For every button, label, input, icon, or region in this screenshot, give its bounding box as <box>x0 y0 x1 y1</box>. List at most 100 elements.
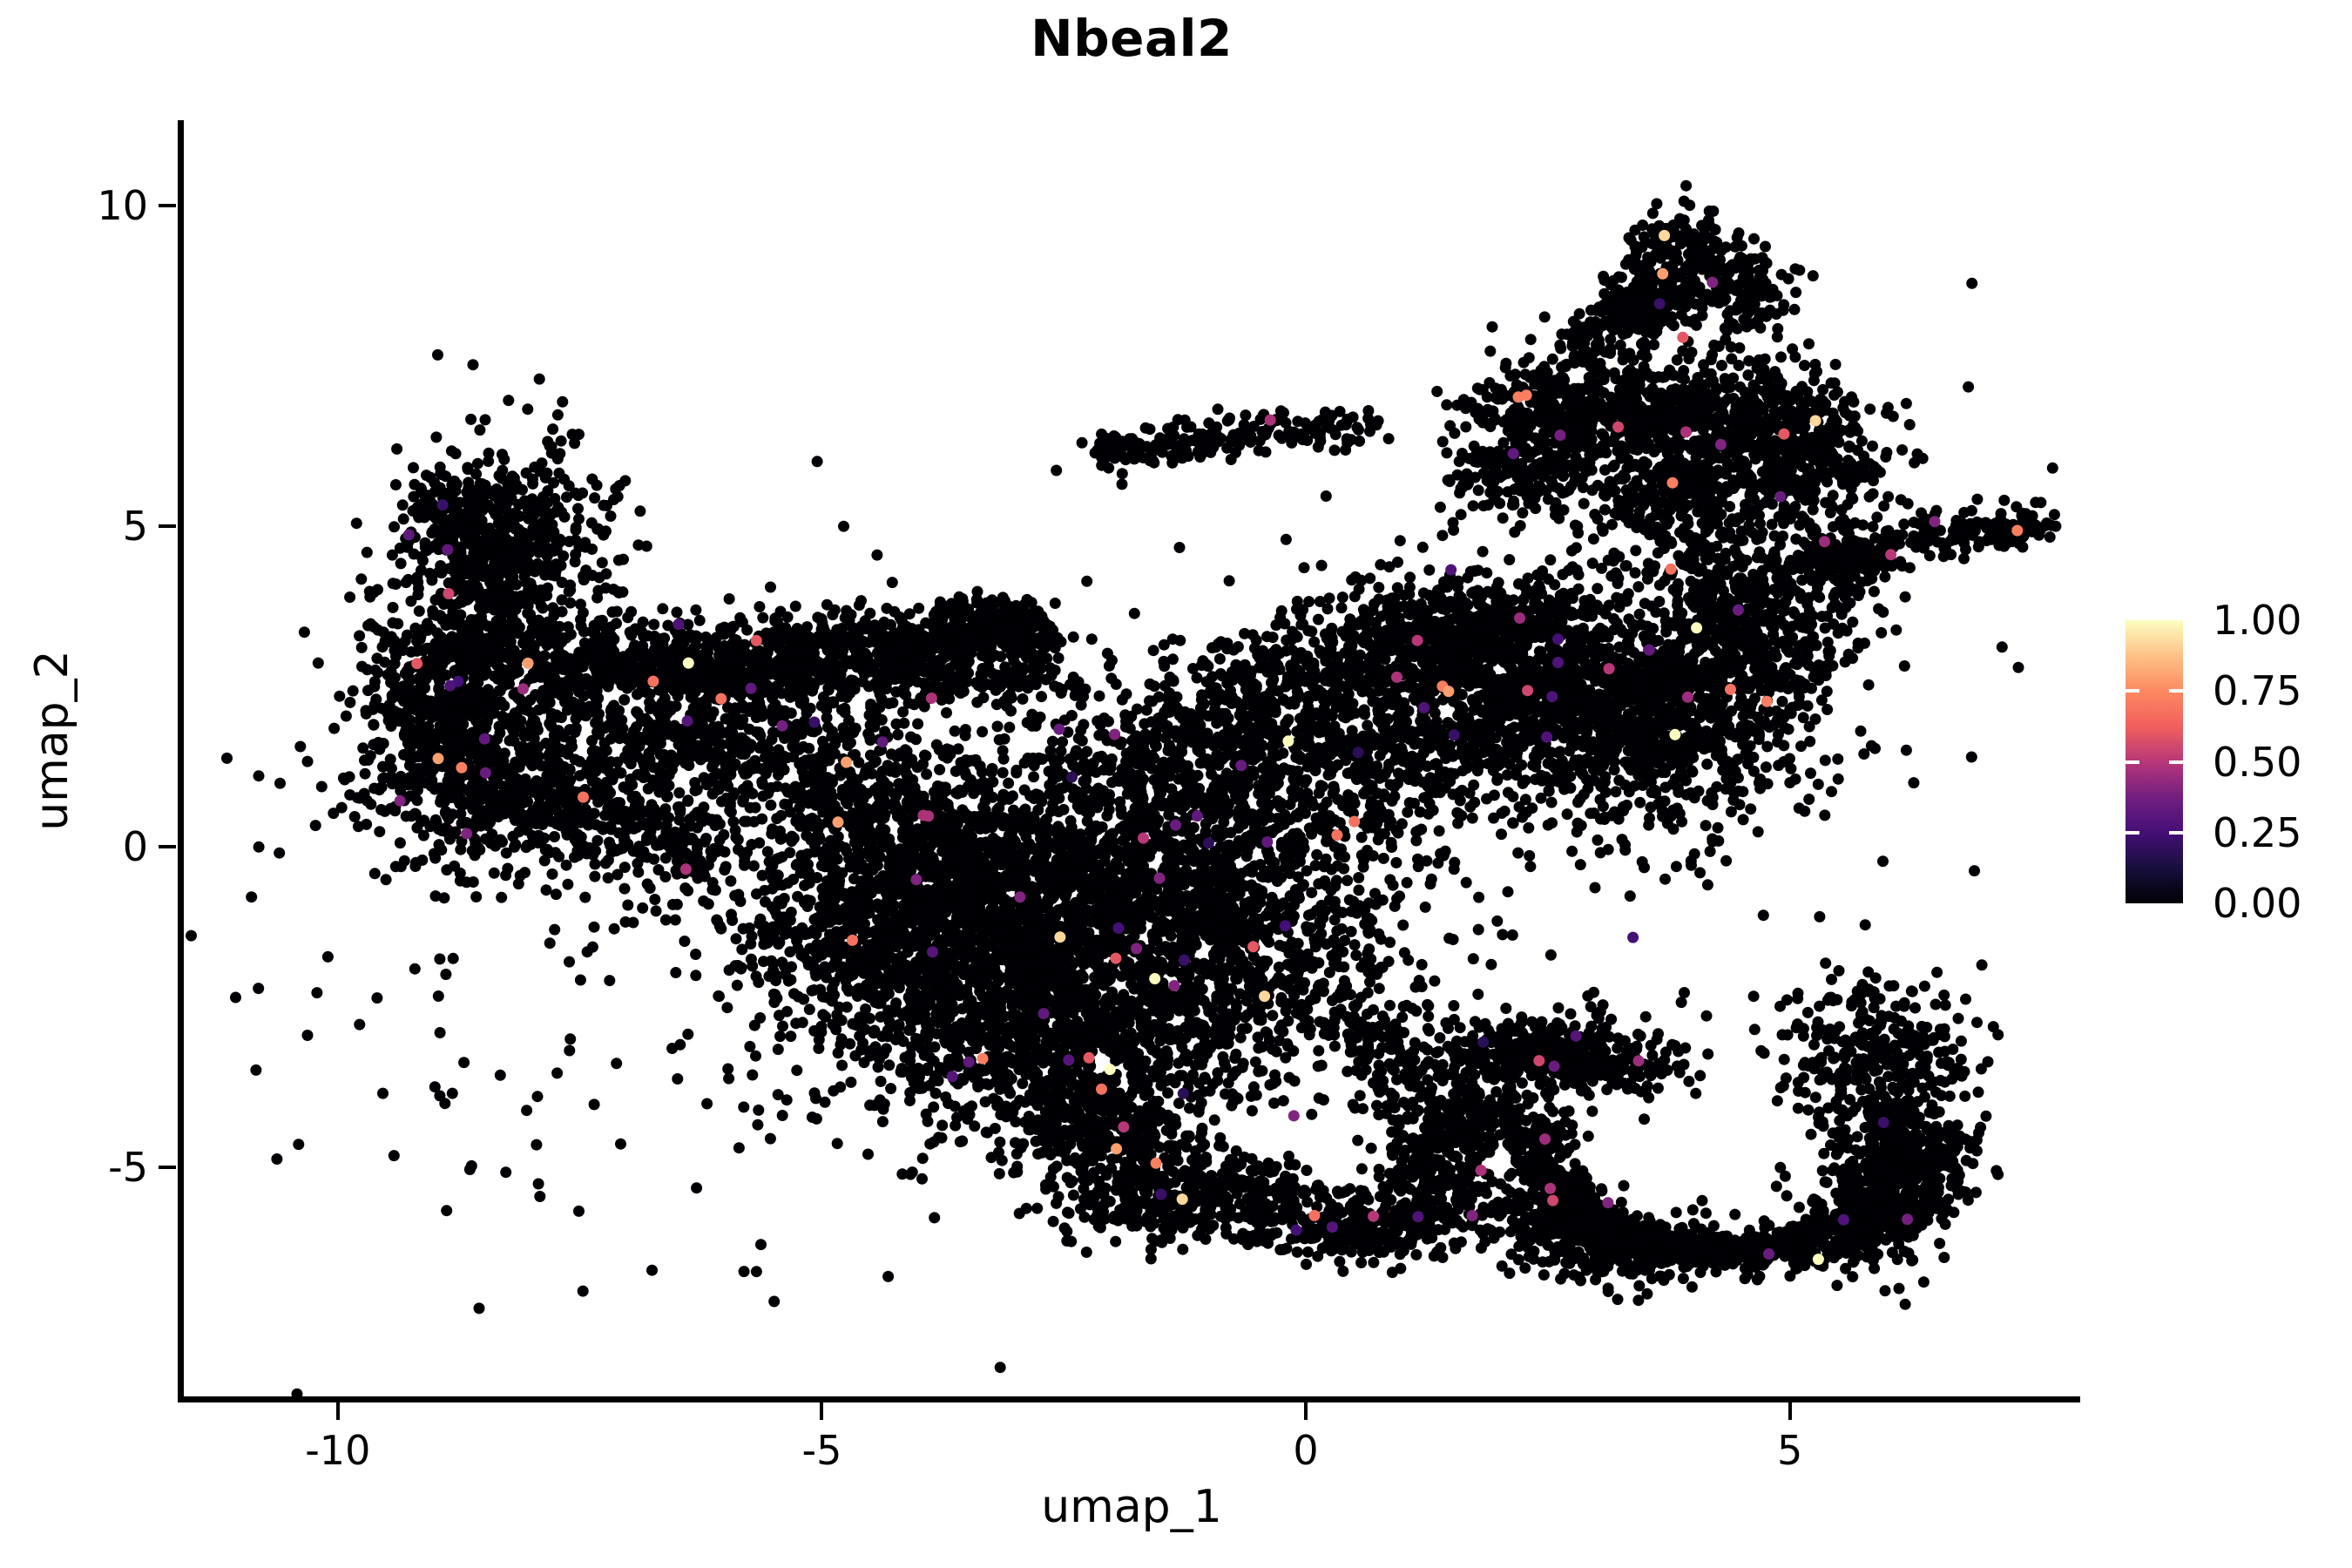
scatter-point <box>443 635 455 647</box>
scatter-point <box>591 835 604 847</box>
scatter-point <box>699 675 711 687</box>
scatter-point <box>379 656 391 668</box>
scatter-point <box>490 840 502 852</box>
scatter-point <box>560 664 572 676</box>
scatter-point <box>841 605 853 617</box>
scatter-point <box>574 683 585 694</box>
scatter-point <box>552 501 564 513</box>
scatter-point <box>579 541 591 553</box>
scatter-point <box>527 713 539 726</box>
scatter-point <box>471 457 483 470</box>
scatter-point <box>540 737 552 749</box>
scatter-point <box>434 953 446 965</box>
scatter-point <box>544 697 556 708</box>
scatter-point <box>490 508 502 520</box>
scatter-point <box>476 600 488 612</box>
scatter-point <box>564 801 576 813</box>
scatter-point <box>760 652 773 665</box>
scatter-point <box>402 541 414 553</box>
scatter-point <box>946 634 958 646</box>
scatter-point <box>510 617 523 629</box>
scatter-point <box>502 862 514 875</box>
scatter-point <box>855 595 867 607</box>
scatter-point <box>1013 680 1024 693</box>
scatter-point <box>591 479 603 491</box>
scatter-point <box>449 555 461 567</box>
scatter-point <box>412 589 424 601</box>
scatter-point <box>857 635 869 647</box>
scatter-point <box>711 846 723 858</box>
scatter-point <box>767 692 778 704</box>
scatter-point <box>535 600 547 612</box>
scatter-point <box>564 724 576 736</box>
scatter-point <box>533 373 545 385</box>
scatter-point <box>726 748 738 760</box>
scatter-point <box>625 605 638 618</box>
scatter-point <box>539 472 551 483</box>
page-title: Nbeal2 <box>1031 9 1233 68</box>
scatter-point <box>491 733 504 745</box>
scatter-point <box>703 736 715 748</box>
scatter-point <box>723 713 735 726</box>
scatter-point <box>382 709 395 721</box>
scatter-point <box>498 631 510 643</box>
scatter-point <box>550 792 562 804</box>
scatter-point <box>799 640 811 652</box>
scatter-point <box>389 521 400 533</box>
scatter-point <box>580 564 592 577</box>
scatter-point <box>608 813 620 825</box>
scatter-point <box>344 591 356 603</box>
scatter-point <box>990 699 1003 711</box>
scatter-point <box>990 632 1002 644</box>
scatter-point <box>625 810 638 822</box>
scatter-point <box>839 702 851 714</box>
scatter-point <box>409 780 422 792</box>
scatter-point <box>578 637 591 649</box>
scatter-point <box>700 726 712 738</box>
scatter-point <box>624 626 636 639</box>
scatter-point <box>754 601 766 612</box>
scatter-point <box>874 688 886 700</box>
scatter-point <box>604 836 615 848</box>
scatter-point <box>412 625 424 637</box>
scatter-point <box>432 348 443 361</box>
scatter-point <box>435 610 447 622</box>
scatter-point <box>533 628 545 640</box>
scatter-point <box>498 664 510 676</box>
scatter-point <box>608 645 620 658</box>
scatter-point <box>449 724 461 736</box>
scatter-point <box>690 630 702 642</box>
scatter-point <box>546 868 558 880</box>
scatter-point <box>913 647 925 659</box>
scatter-point <box>578 709 591 721</box>
scatter-point <box>784 627 796 639</box>
scatter-point <box>943 693 956 705</box>
scatter-point <box>613 721 625 733</box>
scatter-point <box>479 414 491 426</box>
scatter-point <box>600 525 612 537</box>
scatter-point <box>456 624 468 635</box>
scatter-point <box>881 602 893 614</box>
scatter-point <box>710 639 722 651</box>
scatter-point <box>656 632 668 645</box>
scatter-point <box>915 638 927 649</box>
scatter-point <box>347 685 359 697</box>
scatter-point <box>486 563 498 575</box>
scatter-point <box>908 668 920 680</box>
scatter-point <box>379 805 391 817</box>
scatter-point <box>767 702 779 714</box>
scatter-point <box>375 781 388 793</box>
scatter-point <box>368 868 381 880</box>
scatter-point <box>532 829 544 841</box>
scatter-point <box>368 699 381 711</box>
scatter-point <box>446 492 458 504</box>
scatter-point <box>354 630 366 642</box>
scatter-point <box>603 677 615 689</box>
scatter-point <box>637 756 649 768</box>
scatter-point <box>549 636 561 648</box>
scatter-point <box>740 815 753 828</box>
scatter-point <box>391 682 403 694</box>
scatter-point <box>438 892 450 904</box>
scatter-point <box>577 487 589 499</box>
scatter-point <box>732 667 744 679</box>
